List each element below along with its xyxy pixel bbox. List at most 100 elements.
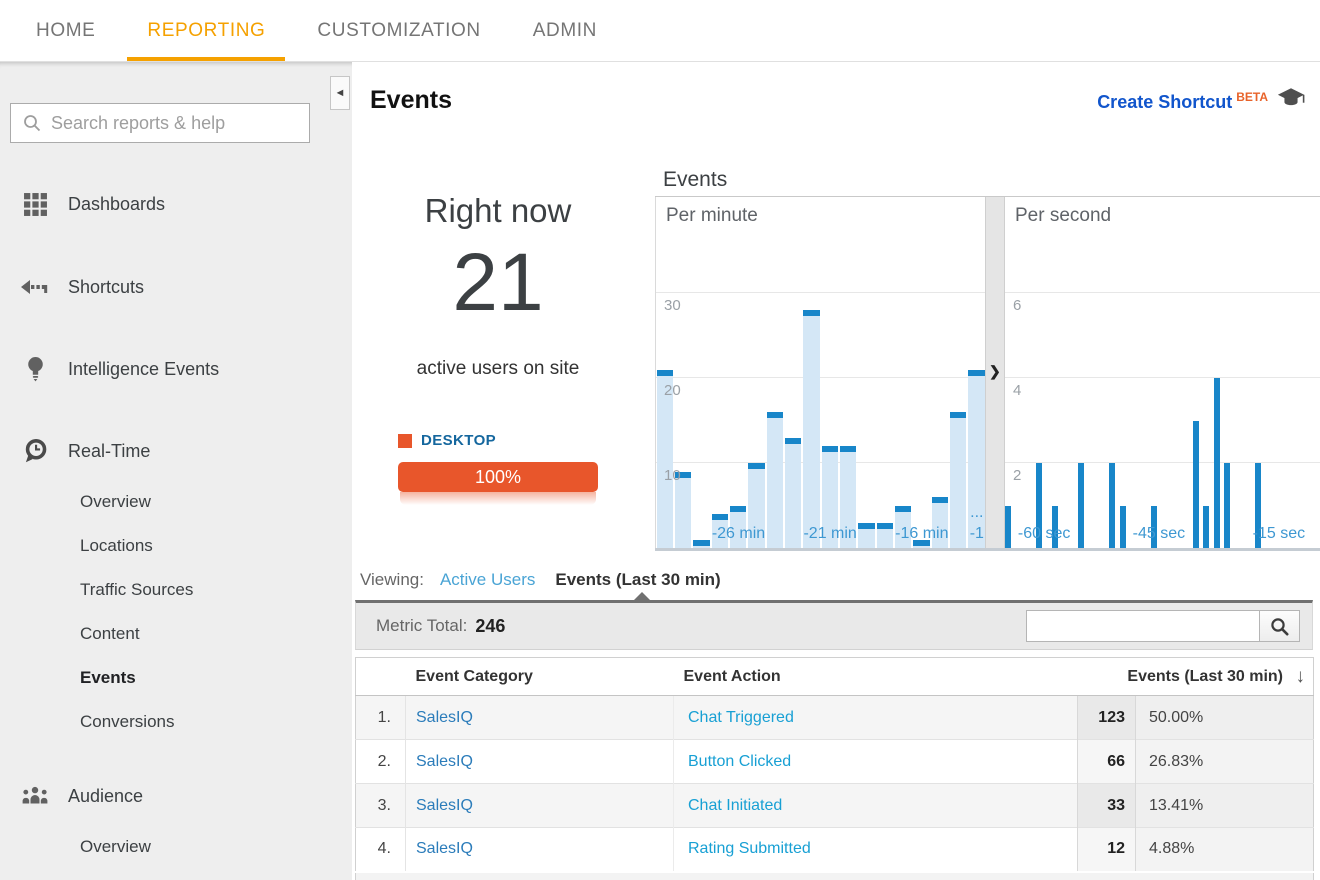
per-minute-label: Per minute (666, 205, 758, 226)
sidebar-item-real-time-traffic-sources[interactable]: Traffic Sources (80, 580, 194, 599)
table-search-button[interactable] (1259, 611, 1299, 641)
nav-tab-home[interactable]: HOME (36, 19, 96, 41)
x-axis-tick-label: -60 sec (1017, 525, 1071, 542)
events-charts-card: Events Per minute 10 20 30 -26 min -21 min -1… (655, 168, 1320, 551)
chart-bar (821, 446, 838, 548)
events-percent: 4.88% (1134, 827, 1314, 872)
event-action-link[interactable]: Rating Submitted (688, 840, 811, 858)
search-icon (1271, 617, 1289, 636)
sidebar-item-audience[interactable]: Audience (0, 771, 352, 821)
desktop-legend-swatch (398, 433, 412, 448)
table-row: 1. SalesIQ Chat Triggered 123 50.00% (355, 695, 1314, 740)
per-minute-chart: Per minute 10 20 30 -26 min -21 min -16 min -1… (655, 197, 985, 548)
table-search-input[interactable] (1027, 611, 1259, 641)
gridline (1005, 377, 1320, 378)
event-category-link[interactable]: SalesIQ (416, 796, 473, 814)
chart-bar (876, 522, 893, 548)
chart-bar (1005, 505, 1011, 548)
sidebar-item-intelligence-events[interactable]: Intelligence Events (0, 344, 352, 394)
nav-tab-customization[interactable]: CUSTOMIZATION (317, 19, 481, 41)
events-count: 123 (1077, 695, 1136, 740)
sidebar: Dashboards Shortcuts Intelligence Events Re… (0, 62, 352, 880)
chart-panel-divider[interactable]: ❯ (985, 197, 1005, 548)
event-action-link[interactable]: Button Clicked (688, 752, 792, 770)
chart-bar (1224, 463, 1231, 548)
chart-bar (858, 522, 875, 548)
sort-desc-icon[interactable]: ↓ (1295, 665, 1306, 687)
chart-bar (1151, 505, 1158, 548)
chart-title: Events (663, 168, 728, 191)
chart-bar (1078, 463, 1085, 548)
chart-bar (968, 369, 985, 548)
nav-tab-reporting[interactable]: REPORTING (121, 0, 291, 61)
row-number: 2. (355, 739, 406, 784)
event-action-link[interactable]: Chat Initiated (688, 796, 783, 814)
table-row: 4. SalesIQ Rating Submitted 12 4.88% (355, 827, 1314, 872)
viewing-row: Viewing: Active Users Events (Last 30 min) (360, 570, 721, 590)
event-action-link[interactable]: Chat Triggered (688, 708, 794, 726)
create-shortcut-link[interactable]: Create Shortcut BETA (1097, 90, 1268, 112)
chart-bar (1109, 463, 1116, 548)
chart-bar (949, 412, 967, 548)
event-category-link[interactable]: SalesIQ (416, 840, 473, 858)
device-legend: DESKTOP (398, 432, 598, 449)
sidebar-item-audience-overview[interactable]: Overview (80, 837, 151, 856)
chart-bar (913, 539, 930, 548)
event-action-cell: Button Clicked (673, 739, 1078, 784)
chevron-right-icon: ❯ (989, 363, 1001, 379)
sidebar-item-dashboards[interactable]: Dashboards (0, 179, 352, 229)
gridline (1005, 292, 1320, 293)
event-category-link[interactable]: SalesIQ (416, 752, 473, 770)
sidebar-item-label: Audience (68, 785, 144, 806)
event-action-cell: Chat Initiated (673, 783, 1078, 828)
chart-bar (1203, 505, 1210, 548)
desktop-percentage-bar: 100% (398, 462, 598, 505)
tab-active-users[interactable]: Active Users (439, 570, 536, 589)
right-now-card: Right now 21 active users on site DESKTO… (398, 192, 598, 505)
sidebar-nav-list: Dashboards Shortcuts Intelligence Events Re… (0, 143, 352, 869)
nav-tab-admin[interactable]: ADMIN (532, 19, 597, 41)
sidebar-item-real-time-conversions[interactable]: Conversions (80, 712, 175, 731)
event-category-cell: SalesIQ (405, 695, 674, 740)
sidebar-item-shortcuts[interactable]: Shortcuts (0, 262, 352, 312)
search-icon (24, 115, 41, 132)
events-count: 33 (1077, 783, 1136, 828)
realtime-icon (20, 437, 50, 465)
row-number: 1. (355, 695, 406, 740)
row-number: 3. (355, 783, 406, 828)
sidebar-item-real-time[interactable]: Real-Time (0, 426, 352, 476)
tab-events-last-30-min[interactable]: Events (Last 30 min) (555, 570, 721, 589)
event-category-link[interactable]: SalesIQ (416, 708, 473, 726)
x-axis-tick-label: -16 min (895, 525, 949, 542)
chart-bar (1051, 505, 1058, 548)
active-users-subtitle: active users on site (416, 358, 580, 379)
x-axis-tick-label: -21 min (803, 525, 857, 542)
y-axis-tick-label: 30 (664, 297, 681, 314)
table-search (1026, 610, 1300, 642)
search-input[interactable] (51, 112, 309, 134)
top-nav: HOME REPORTING CUSTOMIZATION ADMIN (0, 0, 1320, 62)
sidebar-collapse-button[interactable]: ◄ (330, 76, 350, 110)
chart-bar (1255, 463, 1262, 548)
events-percent: 50.00% (1134, 695, 1314, 740)
chart-bar (748, 463, 765, 548)
event-action-cell: Chat Triggered (673, 695, 1078, 740)
x-axis-tick-label: -45 sec (1132, 525, 1186, 542)
table-row-partial (355, 870, 1314, 880)
graduation-cap-icon[interactable] (1276, 86, 1306, 116)
sidebar-item-label: Intelligence Events (68, 358, 220, 379)
chart-bar (839, 446, 857, 548)
x-axis-ellipsis: ... (970, 504, 984, 521)
event-action-header[interactable]: Event Action (673, 657, 1078, 696)
main-content: Events Create Shortcut BETA Right now 21 … (352, 62, 1320, 880)
events-count-header[interactable]: Events (Last 30 min) ↓ (1077, 657, 1314, 696)
sidebar-item-real-time-events[interactable]: Events (80, 668, 136, 687)
table-row: 2. SalesIQ Button Clicked 66 26.83% (355, 739, 1314, 784)
gridline (1005, 462, 1320, 463)
events-count: 66 (1077, 739, 1136, 784)
sidebar-item-real-time-overview[interactable]: Overview (80, 492, 151, 511)
event-category-header[interactable]: Event Category (405, 657, 674, 696)
sidebar-item-real-time-locations[interactable]: Locations (80, 536, 153, 555)
sidebar-sublist-audience: Overview (0, 825, 352, 869)
sidebar-item-real-time-content[interactable]: Content (80, 624, 140, 643)
